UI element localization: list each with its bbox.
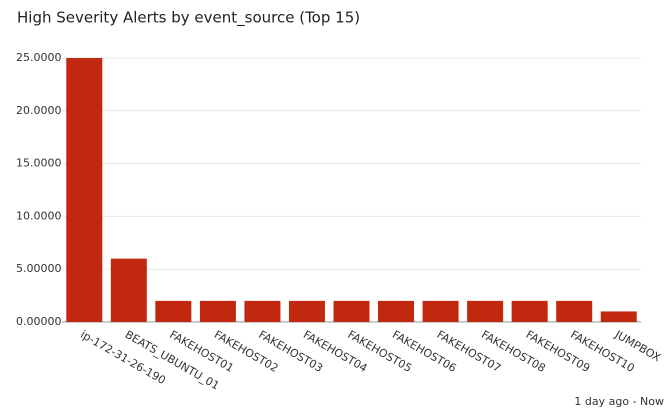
bar [199, 300, 236, 322]
time-range: 1 day ago - Now [574, 395, 664, 408]
bar [600, 311, 637, 322]
y-tick-label: 20.0000 [16, 104, 62, 117]
y-tick-label: 10.0000 [16, 209, 62, 222]
bar [66, 58, 103, 322]
bar [155, 300, 192, 322]
y-tick-label: 15.0000 [16, 157, 62, 170]
bar [288, 300, 325, 322]
bar [467, 300, 504, 322]
bar [333, 300, 370, 322]
y-tick-label: 0.00000 [16, 315, 62, 328]
chart-title: High Severity Alerts by event_source (To… [17, 9, 360, 28]
y-tick-label: 5.00000 [16, 262, 62, 275]
bar [378, 300, 415, 322]
bar [556, 300, 593, 322]
bar [244, 300, 281, 322]
bar [110, 258, 147, 322]
bar [511, 300, 548, 322]
bar [422, 300, 459, 322]
y-tick-label: 25.0000 [16, 51, 62, 64]
